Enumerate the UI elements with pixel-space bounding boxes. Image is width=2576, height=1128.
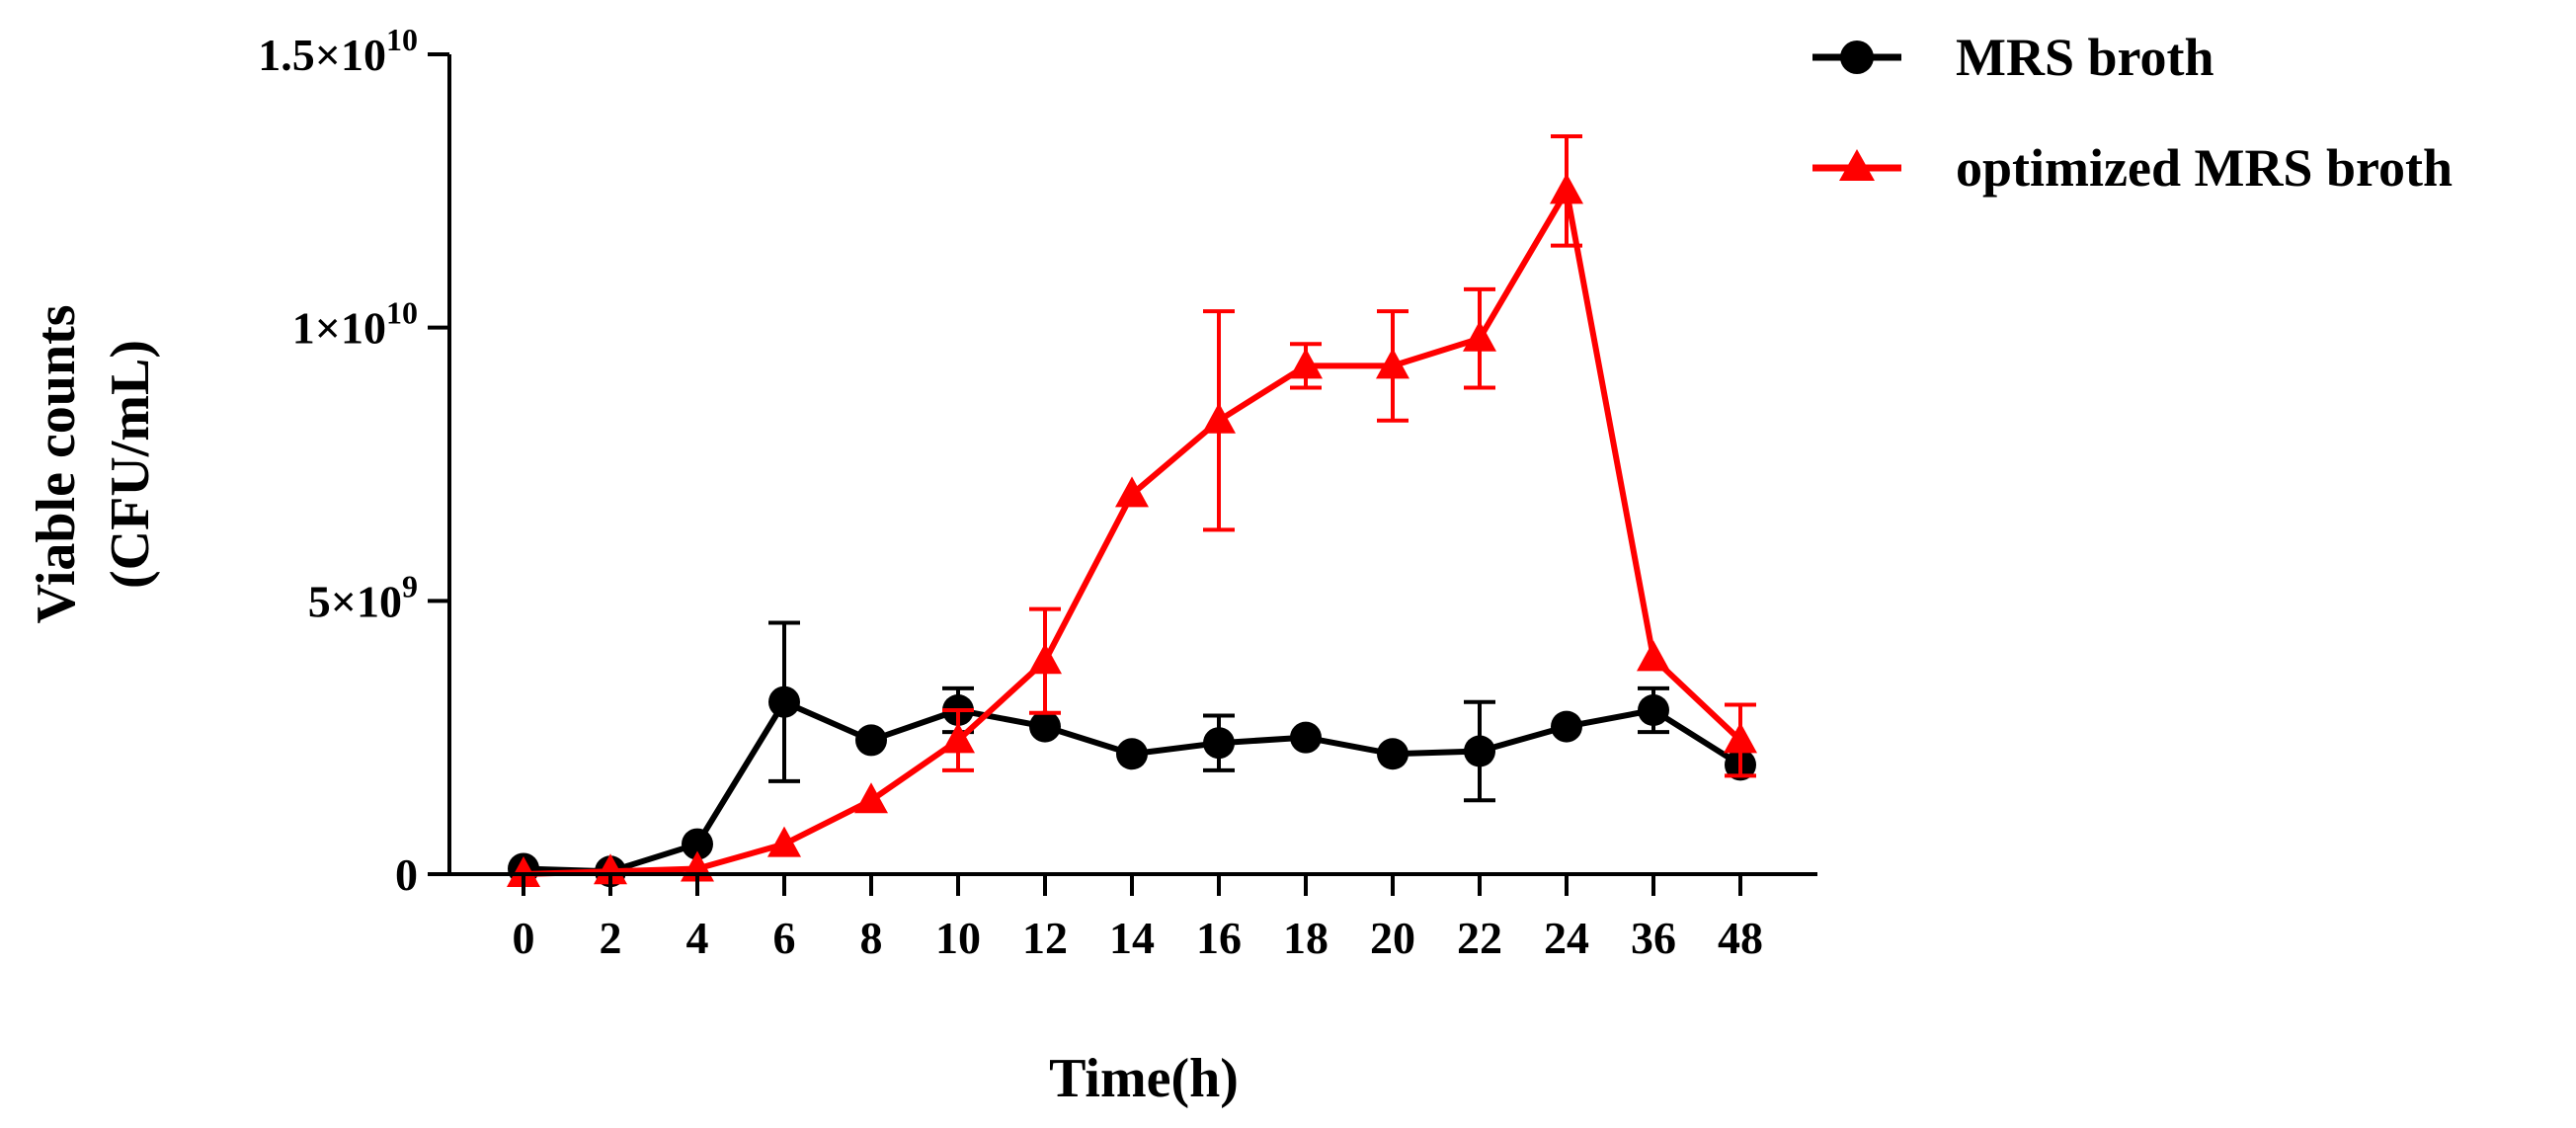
data-point: [1550, 173, 1583, 204]
series-mrs-broth: [508, 620, 1756, 888]
y-tick-label: 5×109: [308, 568, 418, 626]
x-tick-label: 6: [773, 913, 796, 963]
series-line: [523, 188, 1743, 877]
data-point: [1377, 738, 1409, 770]
x-tick-label: 24: [1544, 913, 1589, 963]
y-tick-label: 1.5×1010: [258, 22, 418, 80]
data-point: [1637, 640, 1670, 672]
y-tick-label: 1×1010: [292, 295, 418, 354]
y-axis-title-line-2: (CFU/mL): [100, 340, 161, 589]
data-point: [767, 826, 801, 857]
x-tick-label: 10: [935, 913, 981, 963]
legend-marker: [1839, 149, 1875, 181]
legend-entry: MRS broth: [1812, 28, 2214, 87]
data-point: [507, 856, 540, 887]
data-point: [1203, 727, 1235, 760]
legend-entry: optimized MRS broth: [1812, 138, 2453, 198]
legend-label: MRS broth: [1956, 28, 2214, 87]
x-tick-label: 48: [1718, 913, 1763, 963]
data-point: [1290, 721, 1322, 754]
data-point: [941, 722, 975, 754]
x-tick-label: 18: [1283, 913, 1328, 963]
data-point: [1551, 710, 1582, 743]
x-tick-label: 12: [1022, 913, 1068, 963]
x-tick-label: 20: [1370, 913, 1415, 963]
series-optimized-mrs-broth: [507, 134, 1757, 887]
x-tick-label: 14: [1109, 913, 1155, 963]
data-point: [1289, 348, 1323, 379]
data-point: [1029, 710, 1061, 743]
data-point: [1202, 402, 1236, 434]
data-point: [1724, 722, 1757, 754]
data-point: [768, 685, 800, 718]
data-point: [594, 853, 627, 885]
y-tick-label: 0: [395, 849, 418, 900]
x-tick-label: 16: [1196, 913, 1242, 963]
data-point: [855, 724, 887, 757]
x-tick-label: 22: [1457, 913, 1502, 963]
legend-label: optimized MRS broth: [1956, 138, 2453, 198]
x-tick-label: 4: [686, 913, 709, 963]
data-point: [1638, 694, 1669, 726]
y-axis-title-line-1: Viable counts: [26, 304, 87, 623]
data-point: [1116, 738, 1148, 770]
data-point: [1115, 476, 1149, 508]
data-point: [854, 782, 888, 814]
x-tick-label: 36: [1631, 913, 1676, 963]
data-point: [1463, 320, 1496, 352]
data-point: [1464, 735, 1495, 767]
legend: MRS broth optimized MRS broth: [1812, 28, 2453, 198]
data-point: [1376, 348, 1409, 379]
x-tick-label: 8: [860, 913, 883, 963]
plot-area: [507, 134, 1757, 888]
y-axis-title: Viable counts (CFU/mL): [26, 304, 161, 623]
legend-marker: [1840, 40, 1874, 74]
x-axis-title: Time(h): [1049, 1048, 1239, 1109]
x-tick-label: 0: [513, 913, 535, 963]
data-point: [1028, 643, 1062, 675]
x-tick-label: 2: [600, 913, 622, 963]
data-point: [682, 828, 713, 860]
